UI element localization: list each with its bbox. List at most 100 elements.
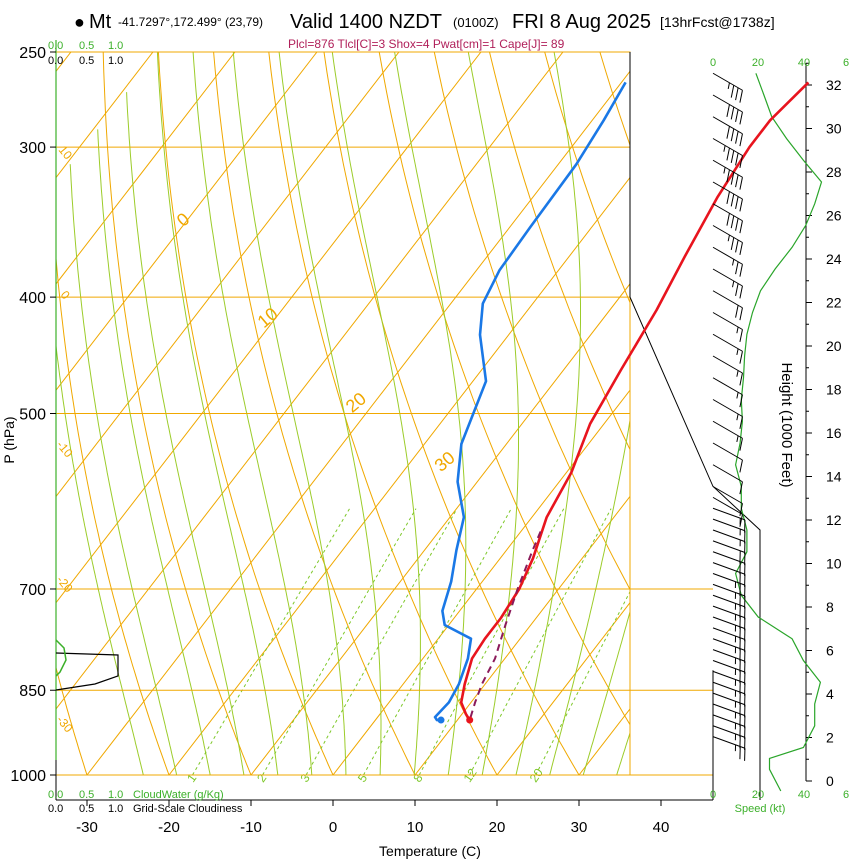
bottom-scale-a-0: 0.0	[48, 789, 63, 801]
dry-adiabat	[757, 31, 850, 801]
height-tick-label: 16	[826, 425, 842, 441]
moist-adiabat	[97, 129, 211, 775]
p-tick-label: 250	[19, 45, 46, 62]
wind-barb	[712, 377, 743, 408]
wind-barb-flag	[739, 351, 743, 364]
speed-bottom-0: 0	[710, 789, 716, 801]
height-tick-label: 32	[826, 77, 842, 93]
cloudwater-line	[55, 639, 67, 677]
top-scale-a-2: 1.0	[108, 40, 123, 52]
wind-barb-staff	[712, 638, 746, 651]
wind-barb-flag	[735, 152, 739, 166]
wind-barb-flag	[730, 85, 735, 98]
utc-time: (0100Z)	[453, 15, 499, 30]
wind-barb	[712, 225, 743, 255]
height-tick-label: 8	[826, 599, 834, 615]
dry-adiabat	[0, 31, 12, 801]
wind-barb	[712, 203, 743, 234]
height-tick-label: 2	[826, 730, 834, 746]
x-tick-label: -30	[76, 819, 98, 836]
speed-scales: 0 20 40 6 0 20 40 6 Speed (kt)	[710, 57, 849, 815]
height-tick-label: 20	[826, 338, 842, 354]
wind-barb-half	[736, 435, 739, 443]
wind-barb-flag	[726, 169, 730, 183]
height-tick-label: 26	[826, 208, 842, 224]
wind-barb	[712, 420, 743, 451]
p-tick-label: 300	[19, 140, 46, 157]
isotherm	[743, 52, 850, 775]
x-tick-label: 10	[407, 819, 424, 836]
bottom-scale-b-2: 1.0	[108, 803, 123, 815]
forecast-info: [13hrFcst@1738z]	[660, 14, 775, 30]
wind-barb-staff	[712, 333, 743, 352]
wind-barb-half	[732, 280, 735, 288]
station-name: Mt	[89, 11, 112, 33]
height-tick-label: 0	[826, 773, 834, 789]
height-tick-label: 30	[826, 121, 842, 137]
wind-barb-flag	[730, 193, 735, 207]
wind-barb	[712, 486, 743, 516]
wind-barb-flag	[739, 459, 743, 473]
wind-barb	[712, 268, 743, 299]
wind-barb-half	[736, 326, 739, 334]
x-tick-label: 0	[329, 819, 337, 836]
x-tick-label: 20	[489, 819, 506, 836]
mixing-ratio-label: 8	[410, 771, 425, 785]
wind-barb-half	[736, 392, 739, 399]
wind-barb-staff	[712, 138, 743, 156]
wind-barb-staff	[712, 670, 746, 684]
wind-barb-staff	[712, 736, 746, 749]
wind-barb-flag	[739, 307, 743, 321]
wind-barb-staff	[712, 442, 743, 461]
wind-barb-flag	[739, 285, 743, 299]
moist-adiabat	[467, 52, 519, 775]
wind-barb-flag	[730, 106, 735, 120]
wind-barb-staff	[712, 496, 743, 515]
moist-adiabat	[192, 52, 313, 775]
dry-adiabat	[56, 665, 88, 775]
wind-barb-staff	[712, 203, 743, 222]
wind-barb	[712, 442, 743, 473]
wind-barb-staff	[712, 551, 746, 564]
height-tick-label: 4	[826, 686, 834, 702]
wind-barb-staff	[712, 355, 743, 374]
temperature-line	[459, 81, 810, 721]
wind-barb-flag	[726, 104, 730, 117]
wind-barb-flag	[739, 372, 743, 386]
mixing-ratio-label: 1	[184, 771, 199, 785]
wind-barb	[712, 333, 743, 364]
wind-barb-flag	[739, 264, 743, 277]
wind-barb-flag	[735, 109, 739, 122]
cloudwater-label: CloudWater (g/Kg)	[133, 789, 224, 801]
moist-adiabat	[232, 52, 347, 775]
dry-adiabat-label: 30	[431, 447, 459, 475]
dry-adiabat	[378, 52, 630, 726]
top-scales: 0.0 0.5 1.0 0.0 0.5 1.0	[48, 40, 123, 67]
wind-barb-flag	[726, 213, 730, 226]
wind-barb-flag	[739, 242, 743, 255]
x-tick-label: -10	[240, 819, 262, 836]
wind-barb	[712, 736, 746, 761]
height-tick-label: 10	[826, 556, 842, 572]
mixing-ratio-line	[418, 508, 565, 775]
wind-barb	[712, 496, 743, 527]
p-tick-label: 400	[19, 290, 46, 307]
wind-barb-flag	[739, 416, 743, 429]
wind-barb-flag	[730, 172, 735, 185]
wind-barb-staff	[712, 464, 743, 483]
wind-barb-staff	[712, 562, 746, 575]
wind-barb-staff	[712, 486, 743, 504]
height-tick-label: 22	[826, 295, 842, 311]
wind-barb	[712, 181, 743, 212]
wind-barb-flag	[735, 218, 739, 231]
top-scale-a-1: 0.5	[79, 40, 94, 52]
wind-barb-flag	[730, 215, 735, 229]
valid-time: Valid 1400 NZDT	[290, 11, 442, 33]
bottom-scale-a-1: 0.5	[79, 789, 94, 801]
wind-barb-flag	[735, 174, 739, 188]
isotherm	[661, 52, 850, 775]
wind-barb-half	[736, 413, 739, 421]
wind-barb-staff	[712, 72, 743, 91]
wind-barb-staff	[712, 312, 743, 330]
wind-barb-flag	[735, 87, 739, 101]
